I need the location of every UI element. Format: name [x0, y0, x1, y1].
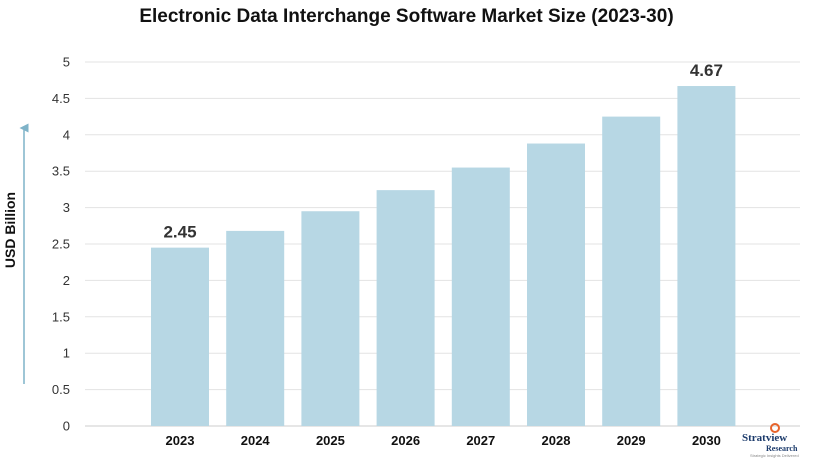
bar-2025 — [301, 211, 360, 426]
y-tick-label: 3 — [63, 200, 70, 215]
y-tick-label: 3.5 — [52, 164, 70, 179]
y-tick-label: 0.5 — [52, 382, 70, 397]
bar-2023 — [151, 247, 209, 426]
logo-tagline: Strategic Insights Delivered — [750, 453, 799, 458]
x-tick-label: 2024 — [241, 433, 271, 448]
logo-research: Research — [766, 444, 798, 453]
data-label-2023: 2.45 — [163, 223, 196, 242]
x-tick-label: 2023 — [166, 433, 195, 448]
data-label-2030: 4.67 — [690, 61, 723, 80]
y-tick-label: 0 — [63, 419, 70, 434]
chart-title: Electronic Data Interchange Software Mar… — [139, 6, 674, 27]
logo-name: Stratview — [742, 432, 788, 444]
bar-2024 — [226, 230, 285, 426]
y-tick-labels: 0 0.5 1 1.5 2 2.5 3 3.5 4 4.5 5 — [52, 55, 70, 434]
y-tick-label: 4.5 — [52, 91, 70, 106]
data-labels: 2.45 4.67 — [163, 61, 722, 242]
y-tick-label: 5 — [63, 55, 70, 70]
bars — [151, 86, 736, 427]
x-tick-label: 2030 — [692, 433, 721, 448]
x-tick-labels: 2023 2024 2025 2026 2027 2028 2029 2030 — [166, 433, 721, 448]
stratview-logo: Stratview Research Strategic Insights De… — [742, 423, 806, 460]
x-tick-label: 2026 — [391, 433, 420, 448]
y-tick-label: 4 — [63, 127, 70, 142]
y-tick-label: 1 — [63, 346, 70, 361]
bar-2029 — [602, 116, 661, 426]
bar-2030 — [677, 86, 736, 427]
bar-2027 — [451, 167, 510, 426]
x-tick-label: 2025 — [316, 433, 345, 448]
y-tick-label: 2.5 — [52, 237, 70, 252]
y-tick-label: 1.5 — [52, 309, 70, 324]
x-tick-label: 2028 — [542, 433, 571, 448]
x-tick-label: 2027 — [466, 433, 495, 448]
bar-2028 — [527, 143, 585, 426]
x-tick-label: 2029 — [617, 433, 646, 448]
y-tick-label: 2 — [63, 273, 70, 288]
logo-target-icon — [770, 423, 780, 433]
bar-2026 — [376, 190, 435, 426]
